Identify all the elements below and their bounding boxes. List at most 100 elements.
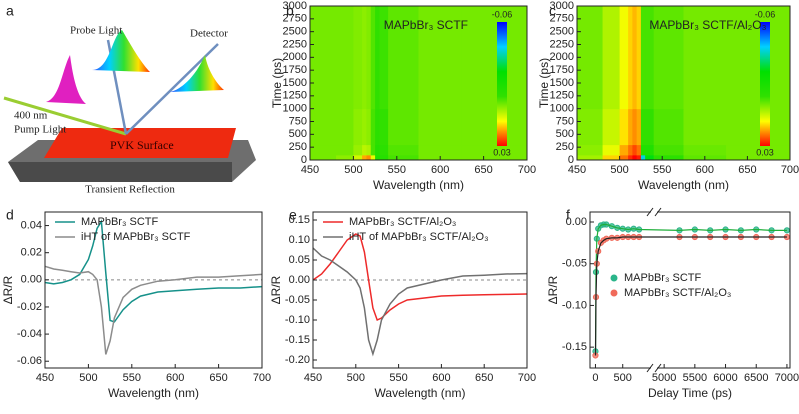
probe-pulse — [92, 30, 150, 72]
heat-cell — [370, 144, 376, 156]
x-tick-label: 500 — [614, 372, 632, 384]
x-tick-label: 550 — [388, 164, 406, 176]
y-tick-label: 1750 — [550, 64, 574, 76]
legend-label: iHT of MAPbBr₃ SCTF/Al₂O₃ — [349, 231, 489, 243]
heat-cell — [379, 154, 389, 161]
y-tick-label: 0.05 — [289, 254, 310, 266]
y-tick-label: -0.05 — [285, 294, 310, 306]
y-tick-label: 500 — [289, 128, 307, 140]
heat-cell — [726, 108, 791, 146]
heat-cell — [602, 154, 621, 161]
heat-cell — [645, 154, 655, 161]
heat-cell — [683, 6, 727, 110]
legend-label: MAPbBr₃ SCTF — [624, 272, 701, 284]
x-axis-label: Wavelength (nm) — [375, 386, 466, 400]
heat-cell — [645, 144, 655, 156]
heat-cell — [370, 108, 376, 146]
heat-cell — [602, 108, 621, 146]
y-tick-label: 2250 — [550, 38, 574, 50]
y-tick-label: 500 — [556, 128, 574, 140]
heat-cell — [619, 144, 629, 156]
heat-cell — [645, 108, 655, 146]
y-axis-label: Time (ps) — [270, 58, 284, 108]
y-tick-label: 1000 — [550, 103, 574, 115]
heat-cell — [461, 144, 528, 156]
heat-cell — [353, 108, 363, 146]
probe-label: Probe Light — [70, 25, 122, 37]
panel: 450 500 550 600 650 700 -0.06 -0.04 -0.02 0.00 0.0… — [1, 211, 271, 400]
heat-cell — [379, 6, 389, 110]
y-tick-label: 0.02 — [21, 247, 42, 259]
heat-cell — [375, 6, 380, 110]
y-tick-label: 1000 — [283, 103, 307, 115]
y-tick-label: -0.10 — [285, 314, 310, 326]
line-series — [44, 219, 263, 323]
colorbar — [497, 22, 507, 146]
x-tick-label: 6000 — [713, 372, 737, 384]
heat-cell — [353, 6, 363, 110]
y-tick-label: 2250 — [283, 38, 307, 50]
heat-cell — [310, 144, 337, 156]
heat-cell — [632, 154, 638, 161]
panel: -0.06 0.03 MAPbBr₃ SCTF/Al₂O₃ 450 500 550 600 6… — [537, 0, 799, 192]
panel: -0.06 0.03 MAPbBr₃ SCTF 450 500 550 600 650 700 0… — [270, 0, 536, 192]
panel-label: f — [566, 207, 570, 223]
y-tick-label: -0.05 — [562, 258, 587, 270]
heat-cell — [619, 6, 629, 110]
y-tick-label: 1250 — [283, 90, 307, 102]
heat-cell — [388, 144, 419, 156]
heat-cell — [726, 154, 791, 161]
y-tick-label: -0.04 — [17, 328, 42, 340]
heat-cell — [602, 6, 621, 110]
panel-label: e — [289, 207, 297, 223]
heat-cell — [366, 144, 372, 156]
x-tick-label: 550 — [653, 164, 671, 176]
y-axis-label: ΔR/R — [269, 275, 283, 304]
line-series — [312, 233, 528, 322]
heat-cell — [366, 154, 372, 161]
y-tick-label: 750 — [289, 115, 307, 127]
y-tick-label: 2500 — [283, 26, 307, 38]
y-tick-label: 750 — [556, 115, 574, 127]
heat-cell — [640, 154, 646, 161]
x-axis-label: Wavelength (nm) — [108, 386, 199, 400]
heat-cell — [418, 108, 463, 146]
colorbar — [760, 22, 770, 146]
panel-label: a — [6, 3, 14, 19]
heat-cell — [632, 144, 638, 156]
heat-cell — [336, 144, 354, 156]
x-tick-label: 450 — [301, 164, 319, 176]
break-mark — [646, 207, 654, 217]
y-tick-label: 0.00 — [21, 274, 42, 286]
x-tick-label: 600 — [431, 164, 449, 176]
x-tick-label: 0 — [592, 372, 598, 384]
pump-pulse — [46, 55, 86, 104]
heat-cell — [636, 108, 642, 146]
heat-cell — [628, 154, 633, 161]
y-tick-label: 2750 — [550, 13, 574, 25]
pump-beam — [3, 96, 127, 136]
reflected-beam — [125, 43, 219, 135]
heat-cell — [362, 6, 367, 110]
x-tick-label: 650 — [209, 372, 227, 384]
x-axis-label: Delay Time (ps) — [648, 386, 732, 400]
heat-cell — [632, 108, 638, 146]
x-tick-label: 700 — [518, 372, 536, 384]
heat-cell — [336, 6, 354, 110]
fit-line — [594, 223, 787, 352]
heat-cell — [336, 108, 354, 146]
heat-cell — [362, 108, 367, 146]
x-tick-label: 450 — [304, 372, 322, 384]
heat-cell — [726, 6, 791, 110]
y-tick-label: -0.15 — [285, 334, 310, 346]
y-tick-label: 1500 — [550, 77, 574, 89]
y-tick-label: 0.15 — [289, 214, 310, 226]
colorbar-label: 0.03 — [493, 147, 511, 157]
y-tick-label: 2500 — [550, 26, 574, 38]
plot-frame — [589, 211, 791, 369]
heat-cell — [636, 144, 642, 156]
panel: 0 500 5000 5500 6000 6500 7000 -0.15 -0.10 -0.05 0… — [546, 207, 799, 400]
x-tick-label: 600 — [166, 372, 184, 384]
heat-cell — [645, 6, 655, 110]
heat-cell — [628, 6, 633, 110]
